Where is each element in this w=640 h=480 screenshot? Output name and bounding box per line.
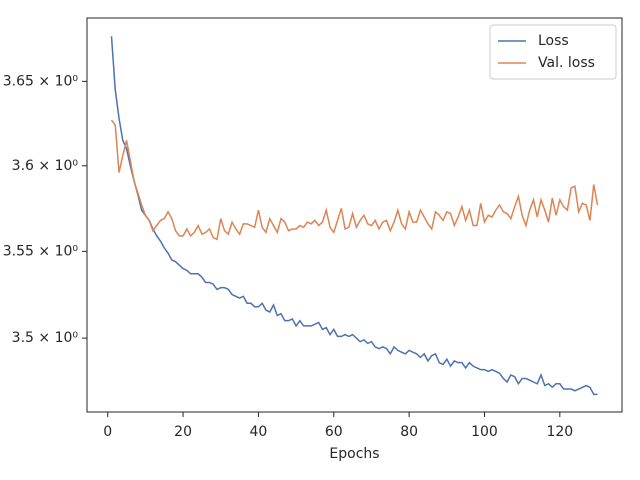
- series-line: [110, 36, 598, 396]
- x-tick-label: 120: [546, 424, 573, 440]
- x-tick-label: 80: [400, 424, 418, 440]
- legend-label: Loss: [538, 33, 569, 49]
- y-tick-label: 3.6 × 10⁰: [12, 158, 79, 174]
- x-tick-label: 0: [103, 424, 112, 440]
- x-tick-label: 60: [325, 424, 343, 440]
- legend-label: Val. loss: [538, 55, 595, 71]
- y-tick-label: 3.5 × 10⁰: [12, 330, 79, 346]
- x-tick-label: 40: [250, 424, 268, 440]
- legend-box: [489, 24, 617, 80]
- y-tick-label: 3.55 × 10⁰: [3, 243, 79, 259]
- axes-frame: [86, 17, 623, 413]
- x-tick-label: 100: [471, 424, 498, 440]
- x-axis-label: Epochs: [329, 446, 379, 462]
- y-tick-label: 3.65 × 10⁰: [3, 73, 79, 89]
- x-tick-label: 20: [174, 424, 192, 440]
- series-line: [110, 119, 599, 241]
